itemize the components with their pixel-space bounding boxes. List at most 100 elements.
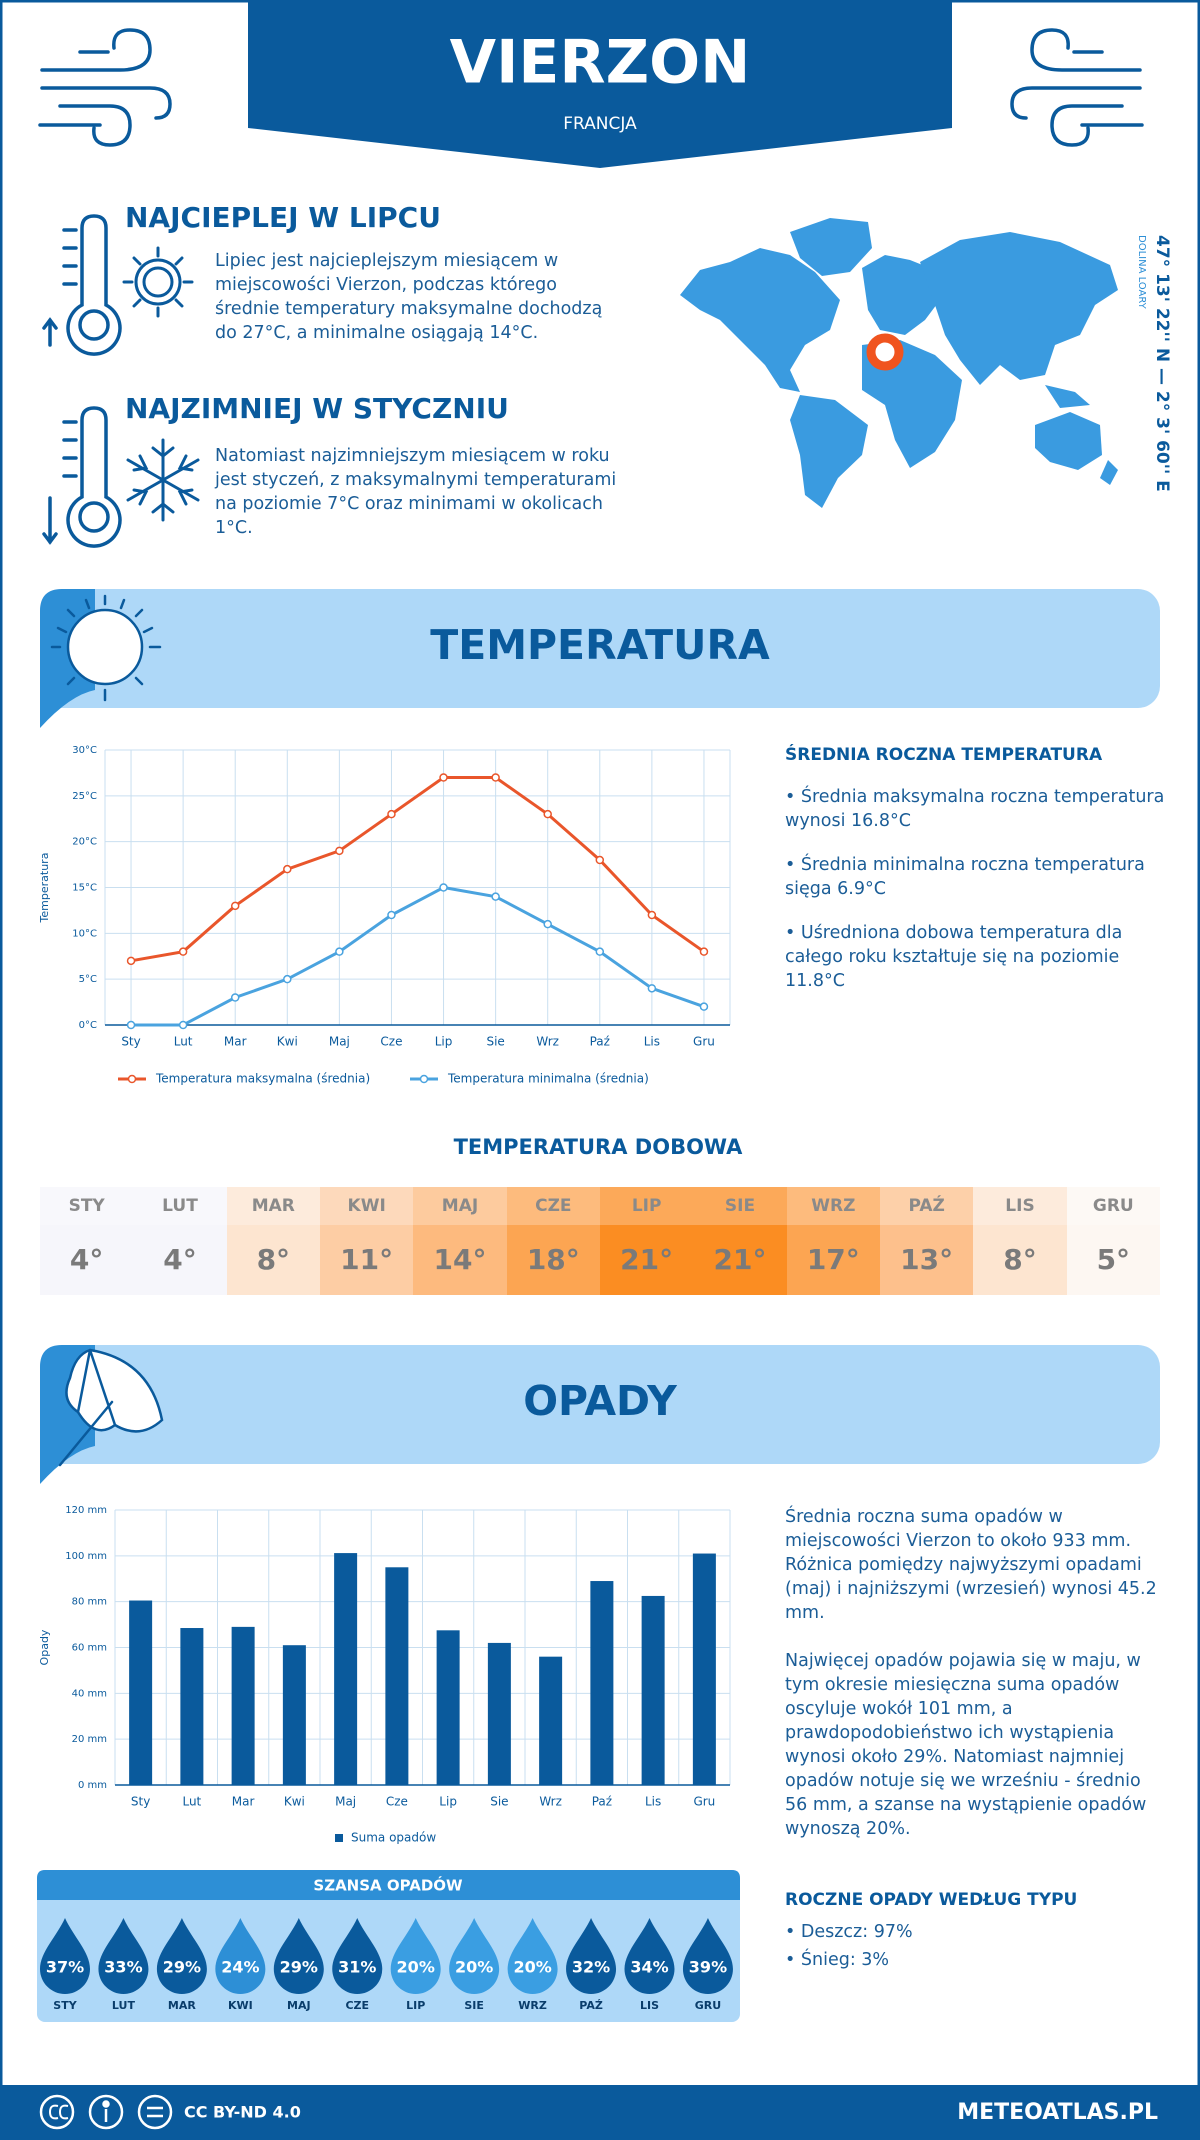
x-tick-label: Lut xyxy=(182,1795,201,1809)
x-tick-label: Maj xyxy=(329,1035,350,1049)
drop-value: 39% xyxy=(689,1958,727,1977)
x-tick-label: Lis xyxy=(644,1035,660,1049)
y-tick-label: 60 mm xyxy=(72,1643,107,1654)
month-cell: PAŹ xyxy=(880,1187,974,1225)
point xyxy=(283,974,292,984)
drop-month: MAJ xyxy=(287,1999,311,2012)
world-map xyxy=(680,218,1118,508)
bar xyxy=(334,1553,358,1785)
paragraph: Najwięcej opadów pojawia się w maju, w t… xyxy=(785,1651,1147,1839)
y-tick-label: 10°C xyxy=(72,928,97,939)
type-item: • Deszcz: 97% xyxy=(785,1922,913,1942)
paragraph: Średnia roczna suma opadów w miejscowośc… xyxy=(785,1507,1157,1623)
region: DOLINA LOARY xyxy=(1136,235,1147,310)
x-tick-label: Mar xyxy=(232,1795,255,1809)
month-cell: WRZ xyxy=(786,1187,880,1225)
drop xyxy=(449,1918,500,1994)
x-tick-label: Kwi xyxy=(277,1035,298,1049)
x-tick-label: Lis xyxy=(645,1795,661,1809)
x-tick-label: Lut xyxy=(174,1035,193,1049)
point xyxy=(126,956,136,966)
x-tick-label: Paź xyxy=(592,1795,612,1809)
drop-value: 29% xyxy=(280,1958,318,1977)
license: CC BY-ND 4.0 xyxy=(184,2103,301,2122)
paragraphs: Średnia roczna suma opadów w miejscowośc… xyxy=(785,1505,1160,1841)
point xyxy=(699,1002,709,1011)
drop xyxy=(156,1918,207,1994)
hottest-title: NAJCIEPLEJ W LIPCU xyxy=(125,201,441,234)
drop xyxy=(682,1918,733,1995)
y-tick-label: 30°C xyxy=(72,745,97,756)
drop-month: MAR xyxy=(168,1999,196,2012)
y-tick-label: 25°C xyxy=(72,791,97,802)
site: METEOATLAS.PL xyxy=(957,2100,1158,2125)
license-icons xyxy=(39,2094,173,2130)
precip-side: Średnia roczna suma opadów w miejscowośc… xyxy=(785,1505,1160,1841)
point xyxy=(543,919,552,929)
daily-table: STY 4° LUT 4° MAR 8° KWI 11° MAJ 14° CZE 18° LIP 21° S… xyxy=(40,1187,1160,1295)
umbrella-icon xyxy=(58,1348,164,1467)
bullet: • Średnia minimalna roczna temperatura s… xyxy=(785,855,1145,899)
city-title: VIERZON xyxy=(450,28,751,98)
y-tick-label: 20°C xyxy=(72,837,97,848)
point xyxy=(387,910,396,920)
point xyxy=(439,883,448,892)
point xyxy=(491,892,500,901)
month-cell: GRU xyxy=(1066,1187,1160,1225)
chance-title: SZANSA OPADÓW xyxy=(313,1876,463,1895)
bar xyxy=(282,1645,306,1785)
drop-month: CZE xyxy=(345,1999,369,2012)
legend-label: Suma opadów xyxy=(351,1831,436,1845)
point xyxy=(335,846,344,856)
drop xyxy=(624,1918,675,1994)
x-tick-label: Wrz xyxy=(539,1795,562,1809)
x-tick-label: Sie xyxy=(490,1795,508,1809)
drop-value: 34% xyxy=(630,1958,668,1977)
drop-value: 33% xyxy=(104,1958,142,1977)
type-item: • Śnieg: 3% xyxy=(785,1950,890,1970)
point xyxy=(283,864,292,874)
bullet-list: • Średnia maksymalna roczna temperatura … xyxy=(785,785,1165,993)
temp-side: ŚREDNIA ROCZNA TEMPERATURA • Średnia mak… xyxy=(785,745,1165,993)
month-cell: LIP xyxy=(600,1187,694,1225)
drop xyxy=(507,1918,558,1994)
point xyxy=(647,984,657,993)
temp-cell: 4° xyxy=(40,1225,134,1295)
y-axis-label: Temperatura xyxy=(38,853,51,924)
chance-header xyxy=(37,1870,740,1900)
month-cell: MAR xyxy=(226,1187,320,1225)
y-tick-label: 40 mm xyxy=(72,1688,107,1699)
drop-value: 37% xyxy=(46,1958,84,1977)
country: FRANCJA xyxy=(563,114,637,134)
legend-marker xyxy=(127,1074,137,1084)
footer-bar xyxy=(0,2085,1200,2140)
wind-icon-left xyxy=(38,28,172,147)
drop-value: 20% xyxy=(513,1958,551,1977)
coordinates: 47° 13' 22'' N — 2° 3' 60'' E xyxy=(1152,235,1172,492)
point xyxy=(543,809,552,819)
x-tick-label: Lip xyxy=(435,1035,453,1049)
x-tick-label: Gru xyxy=(693,1795,715,1809)
temp-cell: 21° xyxy=(600,1225,694,1295)
bar xyxy=(129,1600,153,1785)
hottest-text: Lipiec jest najcieplejszym miesiącem w m… xyxy=(215,251,603,343)
month-cell: STY xyxy=(40,1187,134,1225)
drop-value: 32% xyxy=(572,1958,610,1977)
x-tick-label: Paź xyxy=(590,1035,610,1049)
legend-swatch xyxy=(335,1834,343,1842)
coldest-title: NAJZIMNIEJ W STYCZNIU xyxy=(125,392,509,425)
bar xyxy=(692,1553,716,1785)
temp-cell: 8° xyxy=(226,1225,320,1295)
x-tick-label: Mar xyxy=(224,1035,247,1049)
drop xyxy=(390,1918,441,1994)
y-tick-label: 100 mm xyxy=(65,1551,107,1562)
drop-value: 24% xyxy=(221,1958,259,1977)
bar xyxy=(231,1626,255,1785)
x-tick-label: Gru xyxy=(693,1035,715,1049)
point xyxy=(699,947,709,956)
drop-month: LIP xyxy=(406,1999,425,2012)
snowflake-icon xyxy=(126,438,200,522)
section-title: TEMPERATURA xyxy=(430,621,770,669)
x-tick-label: Wrz xyxy=(536,1035,559,1049)
